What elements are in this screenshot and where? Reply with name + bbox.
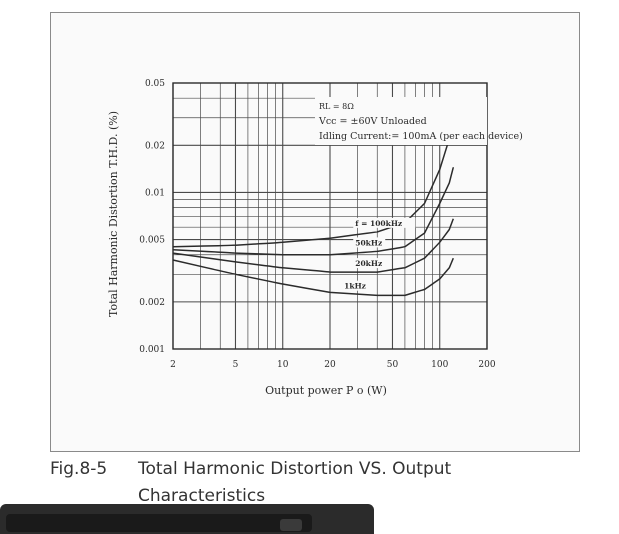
x-axis-label: Output power P o (W) [265,384,387,397]
series-label: 1kHz [344,282,366,291]
figure-caption: Fig.8-5 Total Harmonic Distortion VS. Out… [50,456,570,510]
caption-number: Fig.8-5 [50,459,108,479]
x-tick-label: 5 [233,360,239,370]
taskbar [0,504,374,534]
thd-chart: 2 5 10 20 50 100 200 0.001 0.002 0.005 0.01 0.02 0.0… [107,79,523,397]
series-line-50khz [172,167,455,256]
x-tick-label: 200 [478,360,495,370]
series-label-bg [353,217,416,228]
series-label: f = 100kHz [355,219,402,228]
y-tick-label: 0.01 [145,188,165,198]
series-label: 50kHz [355,238,382,247]
annotation-line-3: Idling Current:= 100mA (per each device) [319,131,523,142]
annotation-line-2: Vcc = ±60V Unloaded [318,116,427,127]
caption-line2: Characteristics [138,486,266,506]
x-tick-label: 50 [387,360,399,370]
x-tick-label: 2 [170,360,176,370]
x-tick-label: 10 [277,360,289,370]
y-tick-label: 0.002 [139,298,165,308]
taskbar-button[interactable] [280,519,302,531]
caption-line1: Total Harmonic Distortion VS. Output [138,459,452,479]
y-tick-label: 0.005 [139,236,165,246]
figure-frame: 2 5 10 20 50 100 200 0.001 0.002 0.005 0.01 0.02 0.0… [50,12,580,452]
plot-border [172,82,488,350]
series-line-20khz [172,218,455,273]
taskbar-field [6,514,312,532]
y-axis-label: Total Harmonic Distortion T.H.D. (%) [107,111,120,317]
y-tick-label: 0.02 [145,141,165,151]
y-tick-label: 0.05 [145,79,165,89]
series-label-bg [342,280,375,291]
series-label: 20kHz [355,259,382,268]
x-tick-label: 100 [431,360,448,370]
annotation-bg [315,97,487,145]
annotation-line-1: RL = 8Ω [319,102,354,111]
x-tick-label: 20 [324,360,336,370]
y-tick-label: 0.001 [139,345,165,355]
series-label-bg [353,258,386,269]
series-line-1khz [172,257,454,297]
series-label-bg [353,237,386,248]
